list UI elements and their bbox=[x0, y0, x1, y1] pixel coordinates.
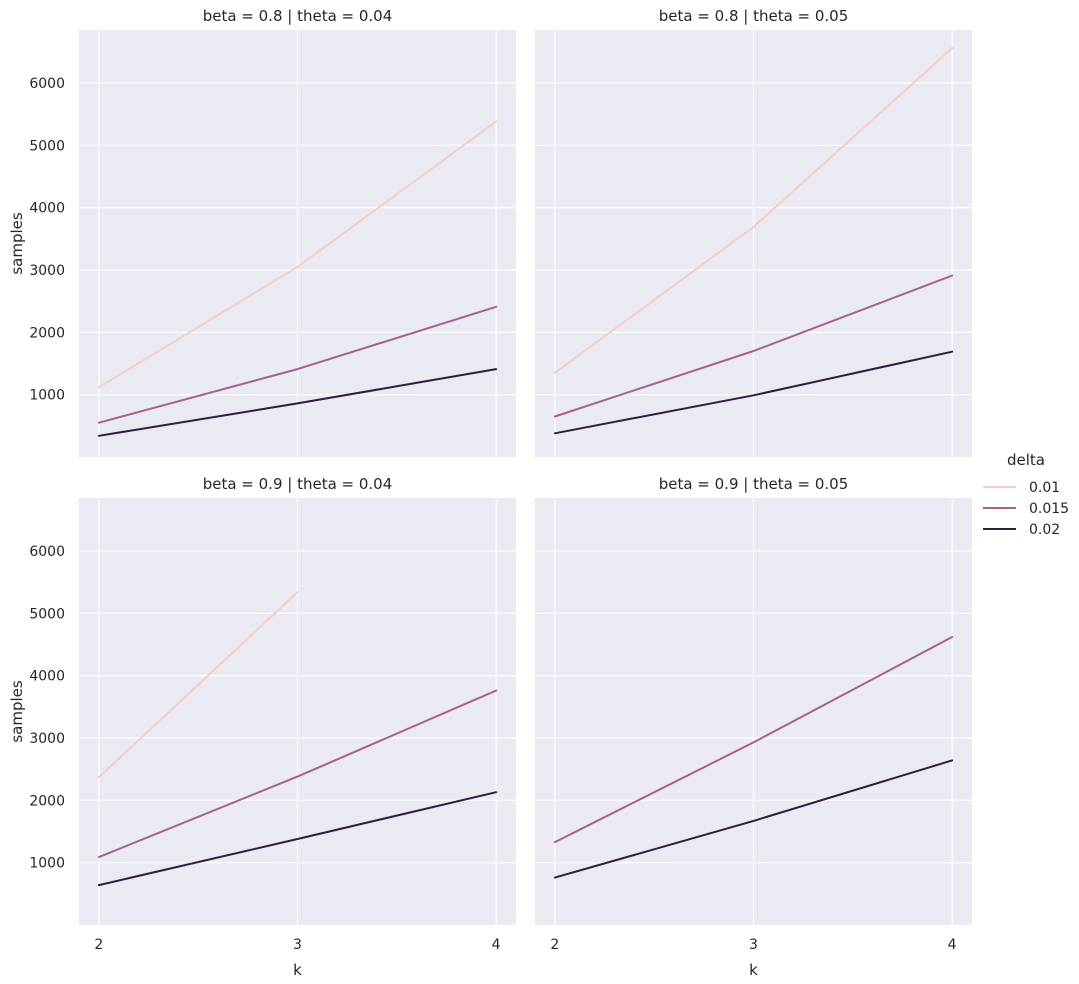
facet-panel: beta = 0.8 | theta = 0.04 1000 2000 3000 400… bbox=[8, 7, 516, 457]
legend-title: delta bbox=[1007, 451, 1045, 469]
y-tick-label: 2000 bbox=[29, 325, 65, 341]
y-tick-label: 5000 bbox=[29, 138, 65, 154]
series-line-delta-0-02 bbox=[97, 368, 498, 437]
y-tick-label: 6000 bbox=[29, 544, 65, 560]
panels-layer: beta = 0.8 | theta = 0.04 1000 2000 3000 400… bbox=[8, 7, 972, 979]
y-tick-label: 5000 bbox=[29, 606, 65, 622]
series-line-delta-0-015 bbox=[97, 305, 498, 424]
y-tick-label: 4000 bbox=[29, 669, 65, 685]
x-tick-label: 3 bbox=[293, 937, 302, 953]
series-line-delta-0-01 bbox=[553, 47, 954, 374]
series-line-delta-0-015 bbox=[553, 274, 954, 418]
y-tick-label: 4000 bbox=[29, 201, 65, 217]
y-tick-label: 2000 bbox=[29, 793, 65, 809]
facet-panel: beta = 0.9 | theta = 0.05 2 3 4 k bbox=[535, 475, 972, 979]
x-tick-label: 2 bbox=[550, 937, 559, 953]
series-line-delta-0-01 bbox=[97, 591, 299, 779]
x-tick-label: 4 bbox=[948, 937, 957, 953]
series-line-delta-0-02 bbox=[553, 350, 954, 435]
series-line-delta-0-02 bbox=[97, 791, 498, 887]
x-tick-label: 4 bbox=[492, 937, 501, 953]
x-axis-label: k bbox=[293, 961, 302, 979]
x-tick-label: 2 bbox=[94, 937, 103, 953]
series-line-delta-0-015 bbox=[97, 689, 498, 859]
panel-title: beta = 0.8 | theta = 0.05 bbox=[659, 7, 849, 25]
x-axis-label: k bbox=[749, 961, 758, 979]
series-line-delta-0-015 bbox=[553, 636, 954, 844]
legend-label: 0.015 bbox=[1029, 501, 1069, 517]
y-tick-label: 3000 bbox=[29, 731, 65, 747]
y-axis-label: samples bbox=[8, 680, 26, 743]
x-tick-label: 3 bbox=[749, 937, 758, 953]
y-tick-label: 6000 bbox=[29, 76, 65, 92]
y-axis-label: samples bbox=[8, 212, 26, 275]
panel-title: beta = 0.8 | theta = 0.04 bbox=[203, 7, 393, 25]
legend-label: 0.01 bbox=[1029, 480, 1060, 496]
series-line-delta-0-01 bbox=[97, 120, 498, 389]
y-tick-label: 1000 bbox=[29, 388, 65, 404]
facet-panel: beta = 0.8 | theta = 0.05 bbox=[535, 7, 972, 457]
facet-panel: beta = 0.9 | theta = 0.04 1000 2000 3000 400… bbox=[8, 475, 516, 979]
legend: delta 0.01 0.015 0.02 bbox=[983, 451, 1069, 538]
y-tick-label: 1000 bbox=[29, 856, 65, 872]
panel-title: beta = 0.9 | theta = 0.05 bbox=[659, 475, 849, 493]
series-line-delta-0-02 bbox=[553, 759, 954, 879]
panel-title: beta = 0.9 | theta = 0.04 bbox=[203, 475, 393, 493]
legend-label: 0.02 bbox=[1029, 522, 1060, 538]
y-tick-label: 3000 bbox=[29, 263, 65, 279]
